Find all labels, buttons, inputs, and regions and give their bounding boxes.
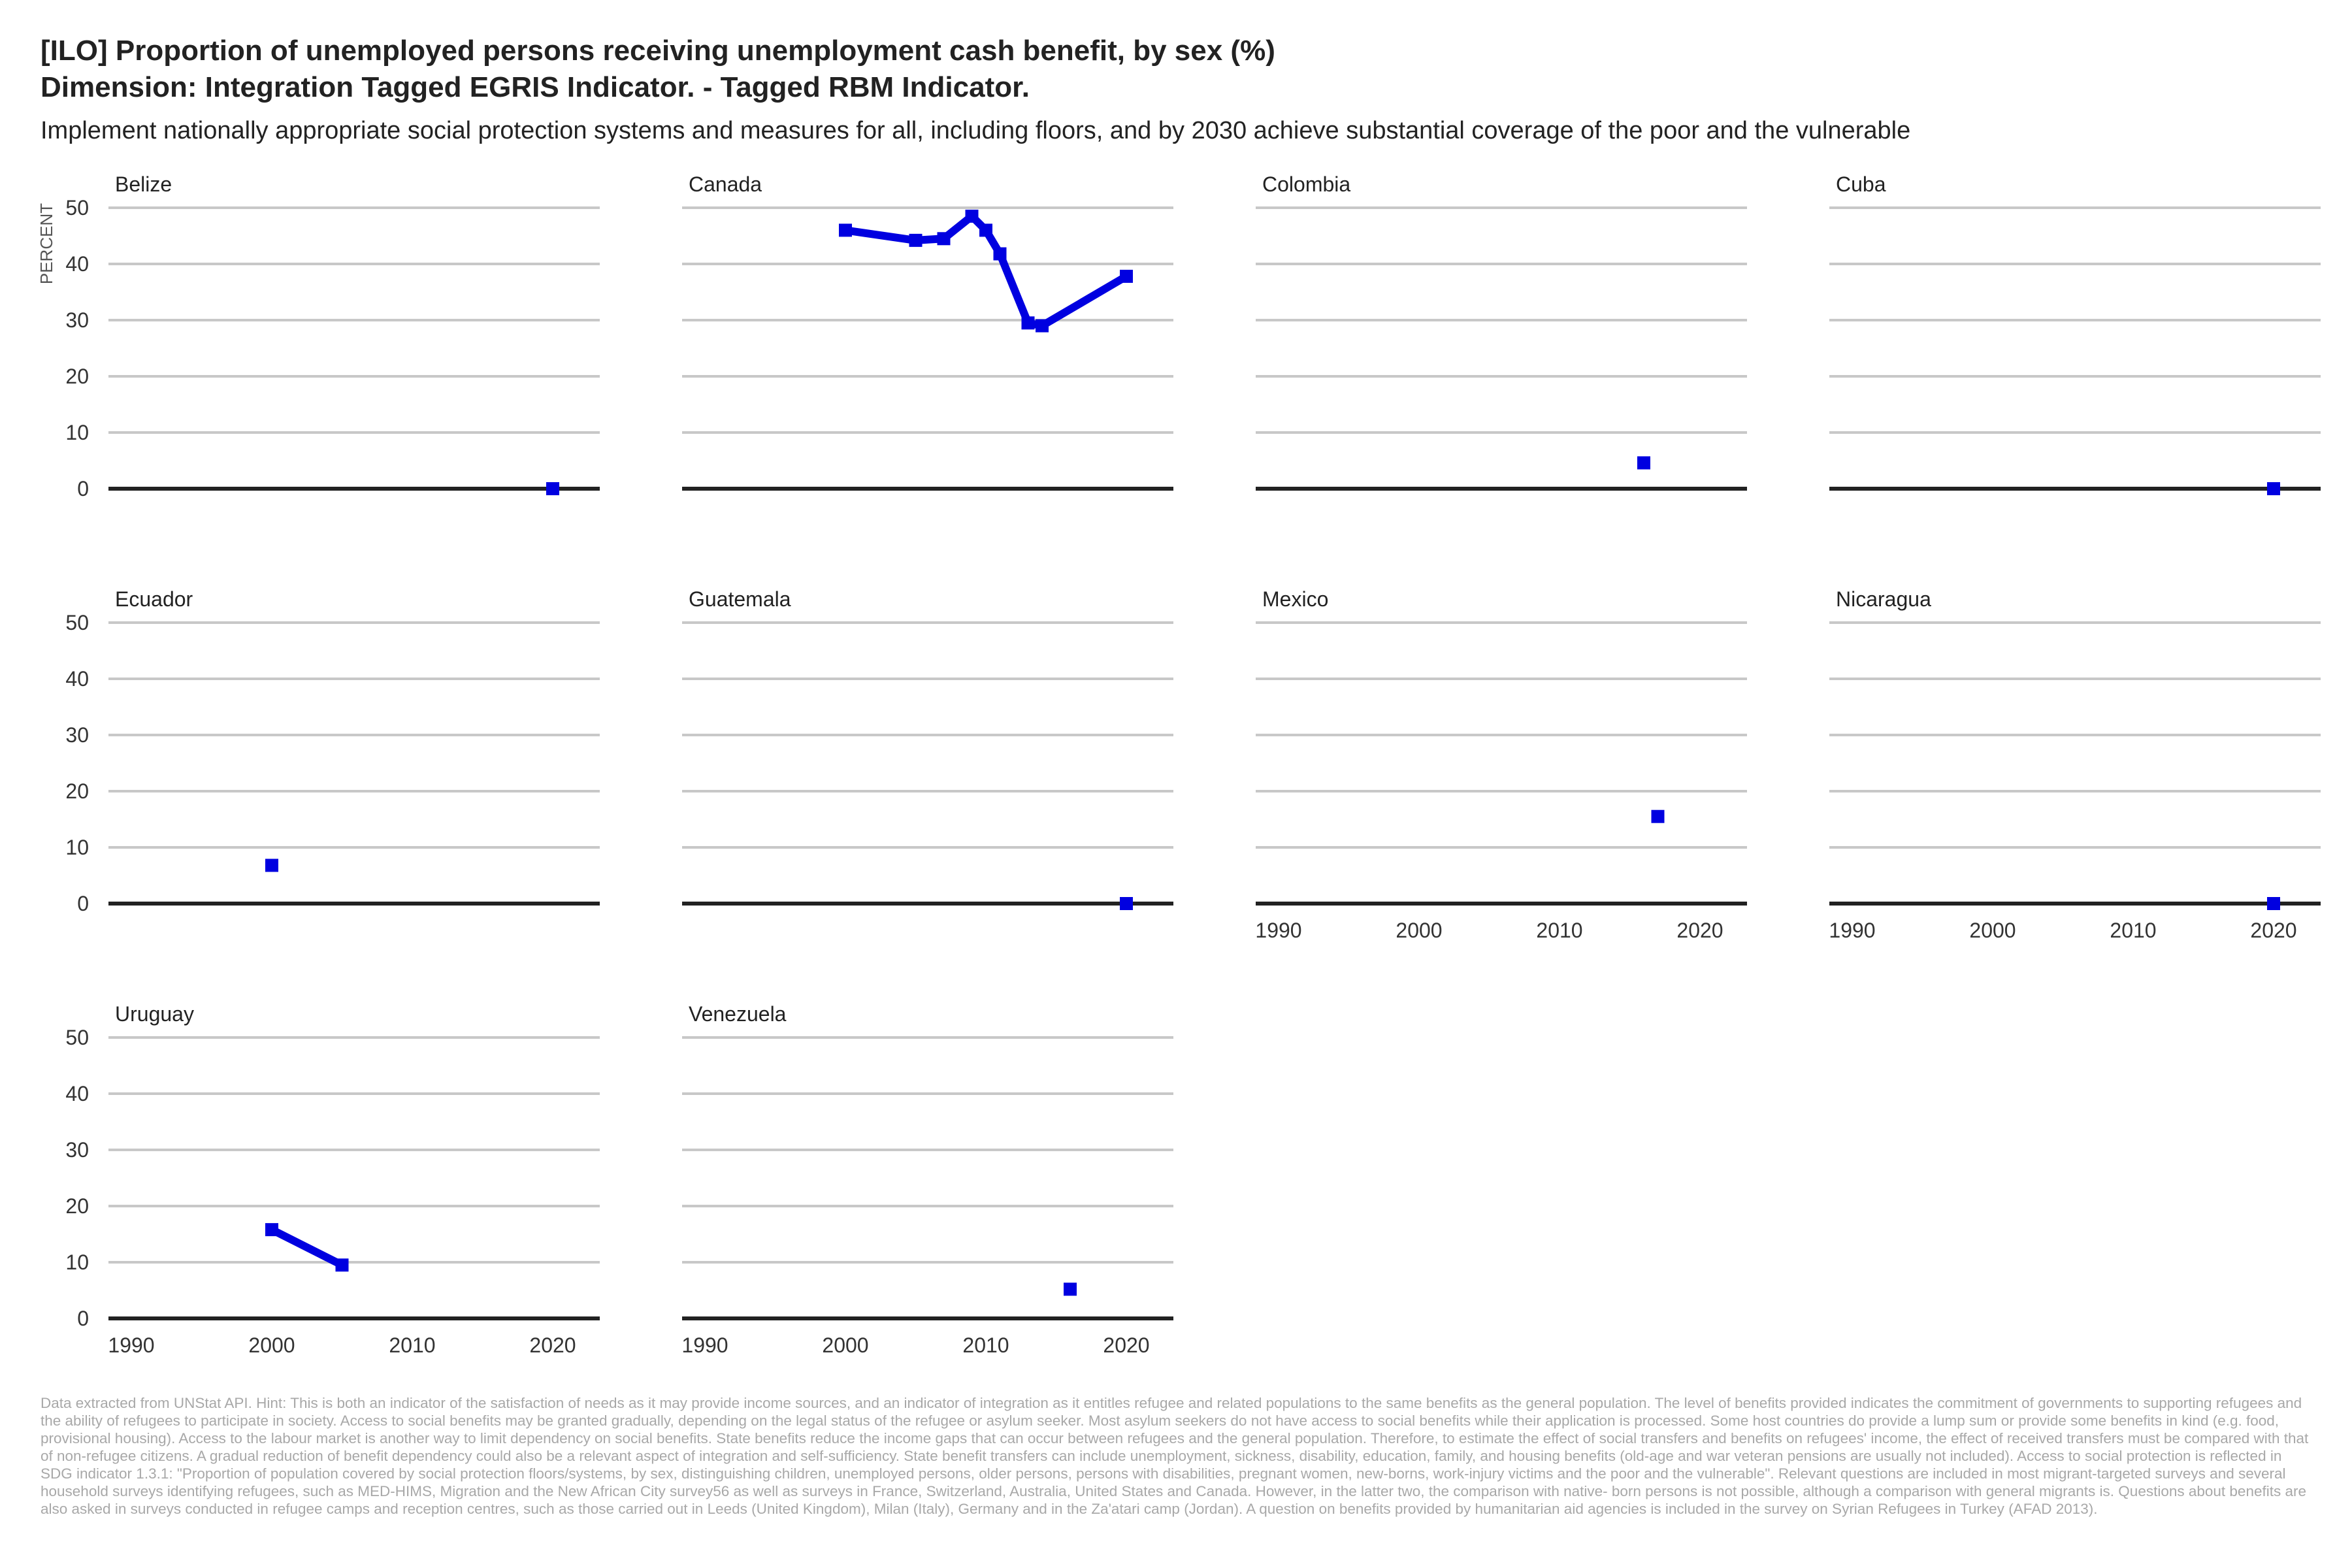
panel-title-colombia: Colombia	[1262, 172, 1350, 196]
y-tick-label: 50	[65, 611, 89, 634]
panel-guatemala: Guatemala	[682, 587, 1173, 910]
data-point	[839, 223, 852, 237]
y-tick-label: 50	[65, 196, 89, 220]
y-tick-label: 40	[65, 667, 89, 691]
x-tick-label: 2020	[1103, 1333, 1149, 1357]
data-point	[546, 482, 559, 495]
x-tick-label: 2020	[1676, 919, 1723, 942]
panel-title-mexico: Mexico	[1262, 587, 1328, 611]
y-tick-label: 30	[65, 1138, 89, 1162]
y-tick-label: 10	[65, 421, 89, 444]
y-axis-label: PERCENT	[37, 203, 56, 284]
data-point	[1637, 456, 1650, 470]
data-point	[1036, 319, 1049, 333]
panel-cuba: Cuba	[1829, 172, 2321, 495]
chart-title: [ILO] Proportion of unemployed persons r…	[41, 33, 1275, 106]
x-tick-label: 1990	[681, 1333, 728, 1357]
panel-title-ecuador: Ecuador	[115, 587, 193, 611]
x-tick-label: 2000	[248, 1333, 295, 1357]
data-point	[1120, 269, 1133, 283]
data-point	[993, 247, 1007, 261]
panel-title-uruguay: Uruguay	[115, 1002, 194, 1026]
footer-caption: Data extracted from UNStat API. Hint: Th…	[41, 1395, 2309, 1517]
panel-title-nicaragua: Nicaragua	[1836, 587, 1931, 611]
panel-canada: Canada	[682, 172, 1173, 491]
panel-venezuela: Venezuela 1990 2000 2010 2020	[681, 1002, 1173, 1357]
panel-title-belize: Belize	[115, 172, 172, 196]
panel-title-venezuela: Venezuela	[689, 1002, 787, 1026]
x-tick-label: 1990	[108, 1333, 154, 1357]
data-point	[909, 233, 923, 247]
data-point	[2267, 897, 2280, 910]
data-point	[335, 1258, 349, 1272]
series-line-uruguay	[268, 1226, 346, 1269]
chart-subtitle: Implement nationally appropriate social …	[41, 117, 1911, 144]
y-tick-label: 40	[65, 1082, 89, 1105]
y-tick-label: 30	[65, 723, 89, 747]
y-tick-label: 20	[65, 1194, 89, 1218]
x-tick-label: 2010	[962, 1333, 1009, 1357]
x-tick-label: 2020	[2250, 919, 2296, 942]
y-tick-label: 50	[65, 1026, 89, 1049]
x-tick-label: 2010	[1536, 919, 1582, 942]
chart-title-line1: [ILO] Proportion of unemployed persons r…	[41, 35, 1275, 67]
x-tick-label: 2020	[529, 1333, 576, 1357]
data-point	[1120, 897, 1133, 910]
x-tick-label: 2010	[2110, 919, 2156, 942]
panel-title-canada: Canada	[689, 172, 762, 196]
y-tick-label: 30	[65, 308, 89, 332]
panel-belize: Belize 0 10 20 30 40 50	[65, 172, 600, 500]
data-point	[2267, 482, 2280, 495]
y-tick-label: 10	[65, 1250, 89, 1274]
x-tick-label: 2000	[1969, 919, 2016, 942]
y-tick-label: 20	[65, 779, 89, 803]
data-point	[1021, 316, 1035, 330]
data-point	[265, 1223, 278, 1237]
chart-title-line2: Dimension: Integration Tagged EGRIS Indi…	[41, 71, 1030, 103]
y-tick-label: 0	[77, 892, 89, 915]
y-tick-label: 0	[77, 1307, 89, 1330]
panel-mexico: Mexico 1990 2000 2010 2020	[1255, 587, 1747, 942]
x-tick-label: 2010	[389, 1333, 435, 1357]
panel-ecuador: Ecuador 0 10 20 30 40 50	[65, 587, 600, 915]
data-point	[979, 223, 992, 237]
y-tick-label: 40	[65, 252, 89, 276]
panel-colombia: Colombia	[1256, 172, 1747, 491]
data-point	[1651, 809, 1665, 823]
panel-title-guatemala: Guatemala	[689, 587, 791, 611]
x-tick-label: 1990	[1829, 919, 1875, 942]
y-tick-label: 10	[65, 836, 89, 859]
x-tick-label: 2000	[822, 1333, 868, 1357]
x-tick-label: 2000	[1396, 919, 1442, 942]
y-tick-label: 20	[65, 365, 89, 388]
panel-uruguay: Uruguay 0 10 20 30 40 50 1990 2000 2010 2020	[65, 1002, 600, 1357]
panel-nicaragua: Nicaragua 1990 2000 2010 2020	[1829, 587, 2321, 942]
data-point	[1064, 1282, 1077, 1296]
data-point	[937, 232, 951, 246]
panel-title-cuba: Cuba	[1836, 172, 1886, 196]
y-tick-label: 0	[77, 477, 89, 500]
data-point	[265, 858, 278, 872]
x-tick-label: 1990	[1255, 919, 1301, 942]
data-point	[965, 209, 979, 223]
